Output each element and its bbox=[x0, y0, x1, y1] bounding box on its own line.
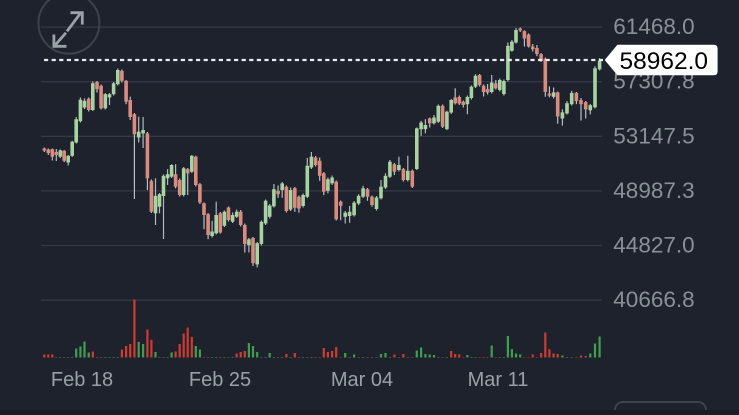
svg-text:Mar 11: Mar 11 bbox=[468, 369, 529, 391]
svg-text:Feb 25: Feb 25 bbox=[189, 369, 251, 391]
svg-text:61468.0: 61468.0 bbox=[613, 14, 694, 39]
svg-text:40666.8: 40666.8 bbox=[613, 287, 694, 312]
svg-text:Feb 18: Feb 18 bbox=[51, 369, 113, 391]
svg-text:53147.5: 53147.5 bbox=[613, 123, 694, 148]
svg-text:58962.0: 58962.0 bbox=[620, 48, 709, 75]
svg-text:44827.0: 44827.0 bbox=[613, 233, 694, 258]
svg-text:Mar 04: Mar 04 bbox=[331, 369, 393, 391]
svg-text:48987.3: 48987.3 bbox=[613, 178, 694, 203]
